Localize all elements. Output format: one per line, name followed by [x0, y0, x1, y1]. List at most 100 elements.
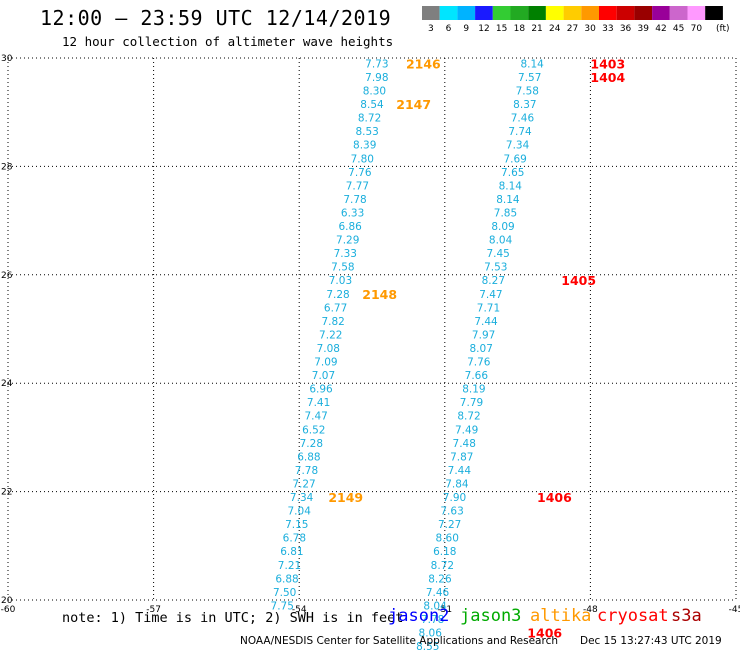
legend-swatch — [616, 6, 635, 20]
swh-value-west: 7.50 — [273, 587, 296, 599]
swh-value-west: 7.29 — [336, 235, 359, 247]
lat-tick-label: 22 — [1, 488, 12, 498]
swh-value-west: 7.34 — [290, 492, 314, 504]
swh-value-east: 7.85 — [494, 207, 517, 219]
legend-label: 42 — [655, 24, 666, 34]
lon-tick-label: -57 — [146, 605, 161, 615]
swh-value-west: 6.96 — [309, 384, 333, 396]
swh-value-west: 6.88 — [275, 573, 298, 585]
legend-label: 36 — [620, 24, 632, 34]
swh-value-west: 7.22 — [319, 329, 342, 341]
swh-value-east: 7.76 — [467, 357, 491, 369]
swh-value-west: 7.82 — [321, 316, 344, 328]
pass-number-cryosat: 1403 — [590, 56, 625, 71]
swh-value-east: 7.44 — [474, 316, 498, 328]
swh-value-east: 7.87 — [450, 451, 473, 463]
pass-number-cryosat: 1406 — [527, 626, 562, 641]
swh-value-east: 7.78 — [421, 614, 444, 626]
legend-label: 33 — [602, 24, 613, 34]
legend-swatch — [599, 6, 617, 20]
swh-value-east: 8.60 — [436, 533, 459, 545]
legend-label: 70 — [691, 24, 703, 34]
swh-value-west: 7.76 — [348, 167, 372, 179]
lon-tick-label: -60 — [1, 605, 16, 615]
satellite-jason2: jason2 — [388, 606, 450, 626]
legend-label: 39 — [638, 24, 650, 34]
legend-swatch — [439, 6, 458, 20]
axis-tick-labels: -60 -57 -54 -51 -48 -45 20 22 24 26 28 30 — [1, 54, 740, 615]
swh-value-east: 7.47 — [479, 289, 502, 301]
swh-value-west: 6.52 — [302, 424, 325, 436]
legend-swatch — [705, 6, 723, 20]
swh-value-east: 7.71 — [477, 302, 500, 314]
swh-value-west: 8.53 — [355, 126, 378, 138]
swh-value-west: 7.80 — [351, 153, 374, 165]
swh-value-west: 6.77 — [324, 302, 347, 314]
swh-value-east: 8.07 — [470, 343, 493, 355]
swh-value-east: 7.53 — [484, 262, 507, 274]
swh-value-east: 8.55 — [416, 641, 439, 650]
swh-value-east: 7.74 — [508, 126, 532, 138]
legend-label: 12 — [478, 24, 489, 34]
pass-number-cryosat: 1404 — [590, 70, 625, 85]
swh-value-west: 7.75 — [271, 600, 294, 612]
swh-value-west: 7.28 — [326, 289, 349, 301]
swh-value-east: 8.37 — [513, 99, 536, 111]
swh-value-east: 7.63 — [440, 506, 463, 518]
legend-label: 21 — [531, 24, 542, 34]
swh-value-east: 6.18 — [433, 546, 456, 558]
legend-swatch — [545, 6, 564, 20]
swh-value-east: 8.06 — [419, 628, 443, 640]
pass-number-cryosat: 1406 — [537, 490, 572, 505]
satellite-altika: altika — [530, 606, 592, 626]
satellite-cryosat: cryosat — [597, 606, 669, 626]
swh-value-west: 7.78 — [343, 194, 366, 206]
legend-label: 9 — [463, 24, 469, 34]
swh-value-east: 8.72 — [431, 560, 454, 572]
swh-value-east: 8.72 — [457, 411, 480, 423]
swh-value-west: 7.09 — [314, 357, 337, 369]
swh-value-east: 7.66 — [465, 370, 489, 382]
swh-value-east: 8.14 — [499, 180, 523, 192]
legend-label: 27 — [567, 24, 578, 34]
satellite-jason3: jason3 — [460, 606, 522, 626]
swh-value-east: 8.26 — [428, 573, 452, 585]
swh-value-east: 7.90 — [443, 492, 466, 504]
pass-number-altika: 2147 — [396, 97, 431, 112]
lon-tick-label: -54 — [292, 605, 307, 615]
swh-value-west: 6.81 — [280, 546, 303, 558]
legend-label: 3 — [428, 24, 434, 34]
satellite-s3a: s3a — [671, 606, 702, 626]
legend-swatch — [687, 6, 706, 20]
legend-swatch — [669, 6, 688, 20]
lat-tick-label: 24 — [1, 379, 13, 389]
swh-value-west: 6.33 — [341, 207, 364, 219]
swh-value-east: 7.44 — [448, 465, 472, 477]
swh-value-west: 7.78 — [295, 465, 318, 477]
swh-value-west: 6.88 — [297, 451, 320, 463]
swh-value-west: 6.86 — [338, 221, 362, 233]
swh-value-west: 8.30 — [363, 86, 386, 98]
units-note: note: 1) Time is in UTC; 2) SWH is in fe… — [62, 610, 404, 626]
swh-value-west: 7.21 — [278, 560, 301, 572]
lon-tick-label: -48 — [583, 605, 598, 615]
swh-value-west: 7.73 — [365, 58, 388, 70]
lat-tick-label: 26 — [1, 271, 13, 281]
swh-value-west: 7.07 — [312, 370, 335, 382]
swh-value-west: 7.28 — [300, 438, 323, 450]
legend-label: 30 — [584, 24, 596, 34]
swh-value-west: 7.15 — [285, 519, 308, 531]
lat-tick-label: 20 — [1, 596, 13, 606]
swh-value-west: 8.39 — [353, 140, 376, 152]
swh-value-east: 7.57 — [518, 72, 541, 84]
lon-tick-label: -51 — [437, 605, 452, 615]
pass-number-altika: 2148 — [362, 287, 397, 302]
swh-value-east: 7.34 — [506, 140, 530, 152]
lat-tick-label: 28 — [1, 162, 13, 172]
pass-number-altika: 2146 — [406, 56, 441, 71]
legend-label: 18 — [514, 24, 526, 34]
swh-value-east: 8.04 — [423, 600, 447, 612]
swh-value-west: 7.58 — [331, 262, 354, 274]
swh-value-west: 7.77 — [346, 180, 369, 192]
